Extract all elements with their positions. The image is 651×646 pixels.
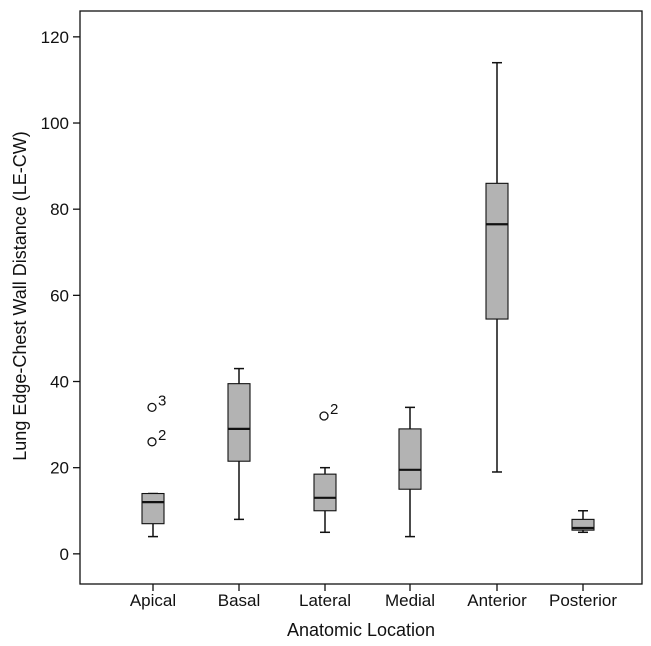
x-tick-label: Basal	[218, 591, 261, 610]
outlier-label: 3	[158, 392, 166, 409]
iqr-box	[313, 473, 337, 512]
iqr-box	[485, 182, 509, 320]
x-axis: Apical Basal Lateral Medial Anterior Posterio…	[130, 584, 617, 610]
x-tick-label: Anterior	[467, 591, 527, 610]
x-tick-label: Medial	[385, 591, 435, 610]
box-anterior	[485, 61, 509, 473]
box-basal	[227, 367, 251, 521]
y-tick-label: 120	[41, 28, 69, 47]
box-series: 232	[141, 61, 595, 538]
y-axis: 0 20 40 60 80 100 120	[41, 28, 80, 564]
y-tick-label: 0	[60, 545, 69, 564]
y-tick-label: 100	[41, 114, 69, 133]
y-tick-label: 20	[50, 459, 69, 478]
outlier-point	[147, 437, 157, 447]
y-tick-label: 60	[50, 286, 69, 305]
outlier-label: 2	[158, 427, 166, 444]
box-posterior	[571, 510, 595, 534]
iqr-box	[141, 492, 165, 525]
x-tick-label: Apical	[130, 591, 176, 610]
outlier-point	[319, 411, 329, 421]
iqr-box	[227, 383, 251, 462]
x-tick-label: Posterior	[549, 591, 617, 610]
plot-frame	[79, 10, 643, 585]
y-axis-title: Lung Edge-Chest Wall Distance (LE-CW)	[10, 131, 30, 460]
y-tick-label: 80	[50, 200, 69, 219]
outlier-point	[147, 402, 157, 413]
y-tick-label: 40	[50, 373, 69, 392]
iqr-box	[571, 518, 595, 531]
iqr-box	[398, 428, 422, 490]
box-apical: 23	[141, 392, 166, 538]
x-axis-title: Anatomic Location	[287, 620, 435, 640]
outlier-label: 2	[330, 401, 338, 418]
x-tick-label: Lateral	[299, 591, 351, 610]
box-medial	[398, 406, 422, 538]
box-lateral: 2	[313, 401, 338, 534]
